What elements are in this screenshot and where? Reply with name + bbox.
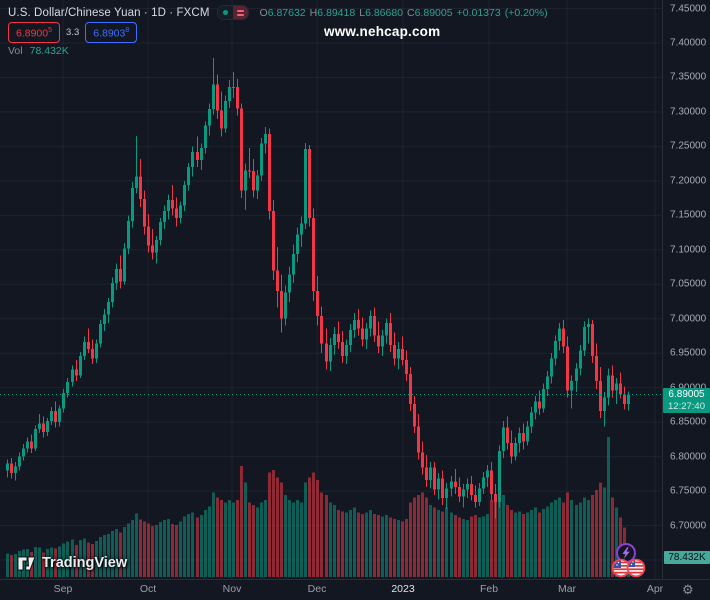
volume-value: 78.432K (29, 45, 69, 57)
sell-button[interactable]: 6.89005 (8, 22, 61, 43)
volume-readout: Vol 78.432K (8, 45, 548, 57)
price-axis-label: 6.75000 (670, 485, 707, 497)
price-axis-label: 7.30000 (670, 106, 707, 118)
time-axis-label: 2023 (391, 583, 415, 595)
grid (0, 0, 662, 579)
change-value: +0.01373 (456, 6, 501, 19)
time-axis-label: Dec (307, 583, 327, 595)
price-axis-label: 7.20000 (670, 175, 707, 187)
ohlc-readout: O6.87632 H6.89418 L6.86680 C6.89005 +0.0… (259, 6, 548, 19)
volume-axis-label: 78.432K (664, 550, 710, 564)
candles (6, 58, 630, 519)
price-axis-label: 7.10000 (670, 244, 707, 256)
change-percent: (+0.20%) (504, 6, 548, 19)
watermark: www.nehcap.com (324, 24, 441, 39)
time-axis-label: Mar (557, 583, 577, 595)
price-axis-label: 6.90000 (670, 382, 706, 393)
pane-timeaxis-divider (0, 579, 710, 580)
price-axis-label: 6.70000 (670, 520, 707, 532)
price-axis[interactable]: 6.650006.700006.750006.800006.850006.900… (663, 0, 710, 579)
chart-pane[interactable]: U.S. Dollar/Chinese Yuan · 1D · FXCM O6.… (0, 0, 662, 579)
price-axis-label: 7.00000 (670, 313, 707, 325)
tradingview-logo-text: TradingView (42, 555, 128, 571)
symbol-title[interactable]: U.S. Dollar/Chinese Yuan · 1D · FXCM (8, 6, 210, 19)
tradingview-logo-icon (18, 556, 35, 570)
time-axis-label: Oct (139, 583, 157, 595)
pane-axis-divider (662, 0, 663, 579)
market-status-toggle[interactable] (216, 5, 249, 20)
price-axis-label: 7.45000 (670, 3, 707, 15)
time-axis[interactable]: ⚙ Sep Oct Nov Dec 2023 Feb Mar Apr (0, 580, 710, 600)
legend: U.S. Dollar/Chinese Yuan · 1D · FXCM O6.… (8, 5, 548, 57)
volume-label: Vol (8, 45, 23, 57)
time-axis-label: Sep (53, 583, 73, 595)
candlestick-chart[interactable] (0, 0, 662, 579)
price-axis-label: 6.80000 (670, 451, 707, 463)
price-axis-label: 6.95000 (670, 347, 707, 359)
spread-value: 3.3 (66, 27, 80, 38)
time-axis-settings-gear-icon[interactable]: ⚙ (682, 582, 694, 597)
buy-button[interactable]: 6.89038 (85, 22, 138, 43)
price-axis-label: 6.85000 (670, 416, 707, 428)
time-axis-label: Apr (646, 583, 664, 595)
current-price-value: 6.89005 (668, 389, 705, 401)
price-axis-label: 7.25000 (670, 140, 707, 152)
us-flag-events-icon[interactable] (610, 557, 648, 584)
price-axis-label: 7.40000 (670, 37, 707, 49)
close-value: 6.89005 (414, 6, 453, 19)
price-axis-label: 7.35000 (670, 71, 707, 83)
current-price-label: 6.89005 12:27:40 (663, 388, 710, 414)
volume-bars (6, 437, 630, 577)
low-value: 6.86680 (365, 6, 404, 19)
price-axis-label: 7.05000 (670, 278, 707, 290)
market-open-dot-icon (217, 6, 233, 19)
tradingview-logo[interactable]: TradingView (18, 555, 127, 571)
market-flag-icon (232, 6, 248, 19)
price-axis-label: 7.15000 (670, 209, 707, 221)
time-axis-label: Nov (222, 583, 242, 595)
time-axis-label: Feb (479, 583, 499, 595)
high-value: 6.89418 (317, 6, 356, 19)
open-value: 6.87632 (267, 6, 306, 19)
bar-countdown: 12:27:40 (668, 401, 705, 413)
